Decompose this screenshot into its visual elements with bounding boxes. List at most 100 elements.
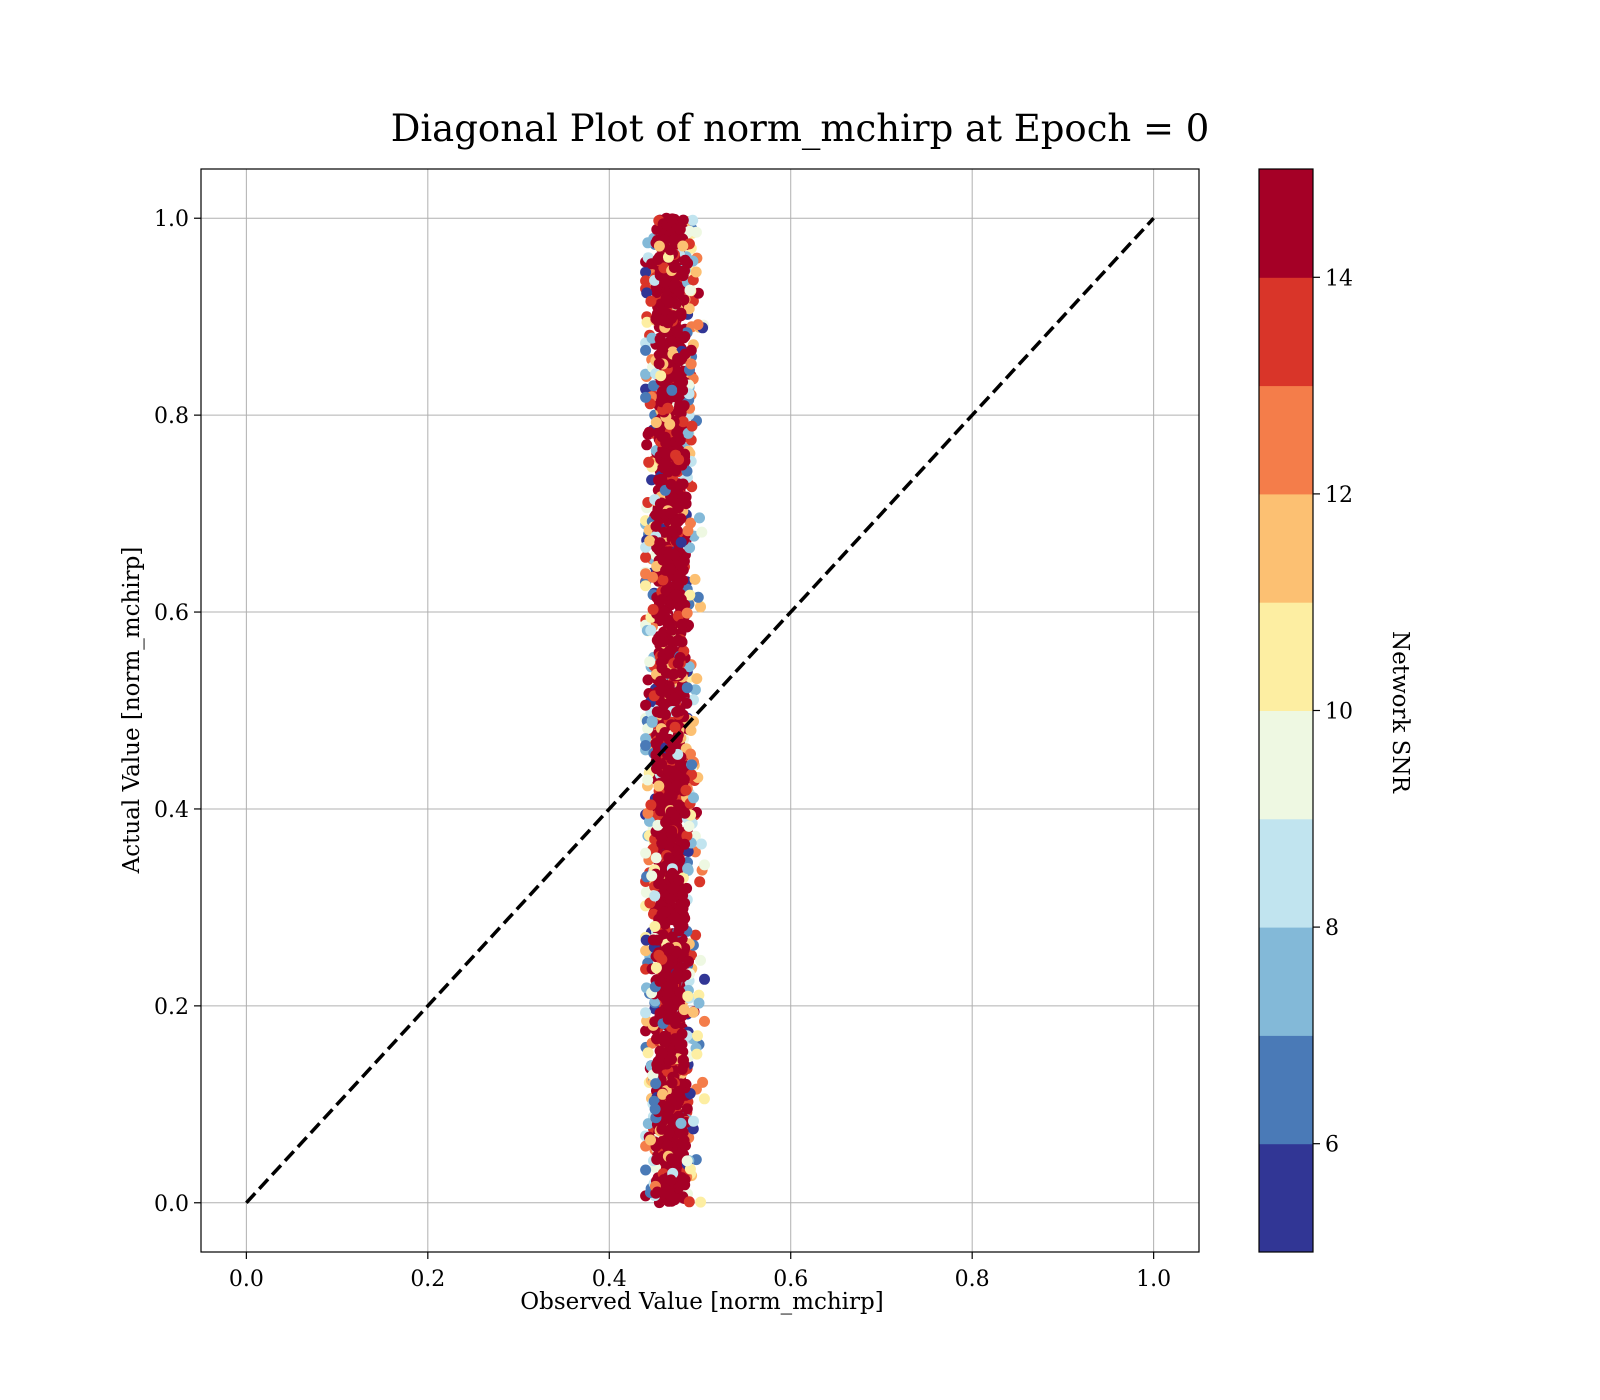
colorbar-tick-label: 8 — [1325, 916, 1339, 941]
scatter-point — [654, 677, 666, 688]
scatter-point — [683, 661, 695, 673]
scatter-point — [640, 266, 652, 278]
scatter-point — [640, 847, 652, 859]
scatter-point — [691, 673, 703, 685]
scatter-point — [645, 799, 657, 811]
scatter-point — [693, 997, 705, 1009]
scatter-point — [674, 223, 686, 235]
scatter-point — [640, 391, 652, 403]
scatter-point — [649, 1016, 661, 1028]
scatter-point — [660, 709, 671, 720]
colorbar — [1258, 168, 1314, 1253]
scatter-point — [668, 668, 680, 680]
scatter-point — [698, 1093, 710, 1105]
scatter-point — [664, 507, 676, 519]
scatter-point — [670, 589, 682, 601]
scatter-point — [660, 448, 672, 460]
scatter-point — [642, 674, 654, 686]
scatter-point — [697, 1076, 709, 1088]
scatter-point — [681, 697, 693, 709]
scatter-point — [675, 536, 687, 548]
scatter-point — [651, 1062, 663, 1074]
x-tick-label: 0.6 — [773, 1267, 808, 1292]
scatter-point — [644, 656, 656, 668]
scatter-point — [688, 1115, 699, 1127]
scatter-point — [684, 284, 696, 296]
scatter-point — [670, 465, 682, 477]
scatter-point — [653, 240, 665, 252]
scatter-point — [659, 1036, 671, 1048]
x-tick-label: 0.4 — [592, 1267, 627, 1292]
scatter-point — [642, 807, 654, 819]
scatter-point — [666, 867, 678, 879]
scatter-point — [682, 863, 694, 874]
scatter-point — [646, 332, 658, 344]
scatter-point — [678, 1004, 690, 1016]
scatter-point — [649, 890, 661, 902]
scatter-point — [695, 601, 706, 613]
colorbar-bin — [1259, 385, 1313, 495]
scatter-point — [688, 792, 699, 804]
scatter-point — [693, 989, 705, 1001]
scatter-point — [677, 416, 689, 428]
scatter-point — [650, 962, 662, 974]
scatter-point — [670, 813, 682, 825]
colorbar-bin — [1259, 818, 1313, 928]
scatter-point — [663, 1054, 675, 1066]
scatter-point — [681, 607, 693, 619]
scatter-point — [641, 1015, 653, 1027]
y-axis-label: Actual Value [norm_mchirp] — [119, 547, 145, 875]
scatter-point — [682, 990, 694, 1002]
scatter-point — [670, 780, 682, 792]
scatter-point — [679, 838, 691, 850]
scatter-point — [651, 1033, 662, 1045]
scatter-point — [655, 473, 667, 485]
scatter-point — [687, 214, 699, 226]
scatter-point — [699, 973, 710, 985]
scatter-point — [641, 287, 653, 299]
scatter-point — [653, 780, 665, 792]
scatter-point — [677, 384, 689, 396]
scatter-point — [657, 574, 669, 586]
scatter-point — [671, 324, 683, 336]
scatter-point — [666, 491, 678, 503]
scatter-point — [645, 295, 657, 307]
scatter-point — [692, 319, 704, 331]
scatter-point — [699, 1015, 710, 1027]
scatter-point — [695, 838, 707, 850]
colorbar-tick-label: 6 — [1325, 1133, 1339, 1158]
scatter-point — [672, 353, 684, 364]
colorbar-tick-label: 14 — [1325, 266, 1353, 291]
scatter-point — [642, 1118, 654, 1130]
scatter-point — [686, 759, 698, 771]
scatter-point — [665, 478, 677, 490]
scatter-point — [662, 981, 674, 993]
scatter-point — [678, 555, 690, 567]
scatter-point — [655, 656, 667, 668]
scatter-point — [657, 1088, 669, 1100]
scatter-point — [674, 705, 686, 717]
scatter-point — [680, 784, 692, 796]
scatter-point — [662, 402, 674, 414]
scatter-point — [669, 721, 681, 733]
scatter-point — [694, 876, 706, 888]
scatter-point — [640, 1164, 652, 1176]
scatter-point — [641, 316, 653, 328]
scatter-point — [666, 1077, 678, 1089]
scatter-point — [640, 699, 652, 711]
scatter-point — [663, 295, 675, 307]
scatter-point — [665, 1153, 677, 1165]
scatter-point — [643, 426, 655, 438]
x-axis-ticks: 0.0 0.2 0.4 0.6 0.8 1.0 — [229, 1252, 1171, 1292]
scatter-point — [656, 1047, 668, 1059]
y-tick-label: 0.6 — [154, 601, 189, 626]
scatter-point — [652, 254, 664, 265]
scatter-point — [686, 420, 698, 432]
scatter-point — [656, 837, 668, 849]
scatter-point — [674, 399, 686, 411]
scatter-point — [673, 799, 684, 811]
scatter-point — [664, 244, 676, 256]
scatter-point — [677, 214, 689, 226]
scatter-point — [658, 636, 670, 648]
y-tick-label: 0.8 — [154, 404, 189, 429]
